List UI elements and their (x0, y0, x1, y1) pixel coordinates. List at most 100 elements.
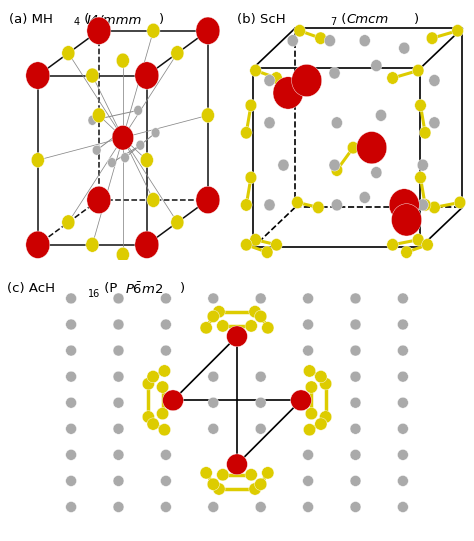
Circle shape (134, 105, 143, 115)
Circle shape (315, 32, 327, 44)
Circle shape (415, 171, 426, 184)
Circle shape (262, 467, 274, 479)
Circle shape (350, 450, 361, 460)
Circle shape (147, 23, 160, 38)
Circle shape (315, 418, 327, 430)
Circle shape (196, 186, 220, 214)
Circle shape (208, 293, 219, 304)
Circle shape (303, 424, 316, 436)
Circle shape (389, 189, 419, 221)
Circle shape (331, 199, 342, 211)
Text: I4/mmm: I4/mmm (87, 14, 142, 27)
Circle shape (147, 418, 159, 430)
Circle shape (452, 24, 464, 37)
Circle shape (417, 159, 428, 171)
Circle shape (136, 140, 145, 150)
Circle shape (208, 423, 219, 434)
Circle shape (350, 345, 361, 356)
Circle shape (240, 127, 252, 139)
Circle shape (324, 35, 336, 47)
Circle shape (62, 45, 75, 61)
Circle shape (329, 159, 340, 171)
Circle shape (163, 390, 183, 411)
Circle shape (196, 17, 220, 44)
Circle shape (305, 381, 318, 393)
Circle shape (359, 192, 370, 203)
Circle shape (213, 483, 225, 495)
Circle shape (371, 167, 382, 179)
Circle shape (245, 99, 257, 111)
Text: 16: 16 (88, 289, 100, 299)
Circle shape (121, 153, 129, 163)
Circle shape (255, 397, 266, 408)
Circle shape (26, 62, 50, 89)
Circle shape (422, 239, 433, 251)
Circle shape (426, 32, 438, 44)
Circle shape (87, 17, 111, 44)
Circle shape (161, 450, 172, 460)
Circle shape (397, 502, 409, 512)
Circle shape (350, 476, 361, 486)
Text: (: ( (337, 14, 346, 27)
Circle shape (302, 502, 314, 512)
Circle shape (65, 502, 77, 512)
Circle shape (113, 423, 124, 434)
Circle shape (245, 171, 257, 184)
Circle shape (208, 502, 219, 512)
Text: Cmcm: Cmcm (346, 14, 388, 27)
Circle shape (62, 215, 75, 230)
Circle shape (113, 502, 124, 512)
Text: 7: 7 (330, 17, 336, 27)
Circle shape (142, 411, 155, 423)
Circle shape (113, 476, 124, 486)
Circle shape (116, 247, 129, 262)
Circle shape (399, 42, 410, 54)
Circle shape (207, 478, 219, 490)
Circle shape (250, 234, 261, 246)
Circle shape (31, 153, 45, 168)
Circle shape (271, 239, 283, 251)
Text: (P: (P (100, 282, 117, 295)
Circle shape (142, 378, 155, 390)
Circle shape (161, 476, 172, 486)
Circle shape (113, 450, 124, 460)
Text: ): ) (159, 14, 164, 27)
Circle shape (262, 322, 274, 334)
Circle shape (331, 164, 343, 176)
Circle shape (158, 365, 171, 377)
Circle shape (158, 424, 171, 436)
Circle shape (302, 293, 314, 304)
Circle shape (156, 407, 169, 420)
Circle shape (113, 319, 124, 330)
Circle shape (397, 319, 409, 330)
Circle shape (255, 311, 267, 322)
Circle shape (87, 186, 111, 214)
Circle shape (397, 476, 409, 486)
Circle shape (387, 239, 399, 251)
Circle shape (65, 371, 77, 382)
Circle shape (208, 371, 219, 382)
Circle shape (387, 72, 399, 84)
Circle shape (350, 502, 361, 512)
Circle shape (412, 234, 424, 246)
Circle shape (240, 199, 252, 211)
Circle shape (264, 199, 275, 211)
Circle shape (419, 199, 431, 211)
Circle shape (429, 75, 440, 87)
Circle shape (65, 319, 77, 330)
Circle shape (292, 196, 303, 209)
Circle shape (135, 231, 159, 259)
Circle shape (249, 306, 261, 318)
Circle shape (347, 142, 359, 154)
Circle shape (371, 60, 382, 71)
Text: ): ) (180, 282, 185, 295)
Circle shape (65, 345, 77, 356)
Circle shape (217, 320, 229, 332)
Circle shape (419, 127, 431, 139)
Circle shape (227, 454, 247, 475)
Circle shape (305, 407, 318, 420)
Circle shape (287, 35, 298, 47)
Circle shape (294, 24, 306, 37)
Circle shape (397, 397, 409, 408)
Circle shape (356, 131, 387, 164)
